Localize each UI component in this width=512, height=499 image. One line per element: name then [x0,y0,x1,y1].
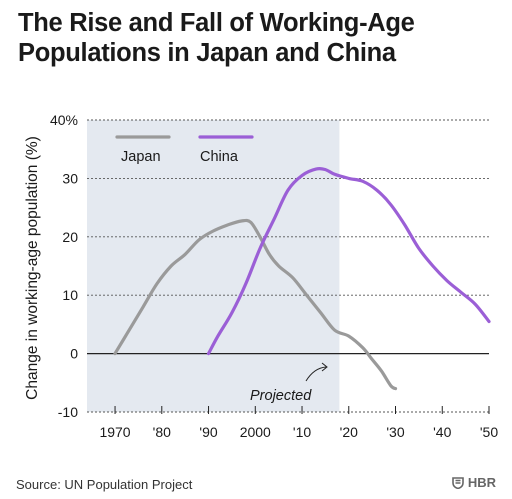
chart-title-line-2: Populations in Japan and China [18,39,396,67]
annotations: Projected [250,362,328,404]
y-axis-ticks: -10 0 10 20 30 40% [50,112,78,420]
y-tick-label: 0 [70,346,78,362]
projected-arrowhead [321,362,328,372]
shield-icon [452,476,464,489]
y-tick-label: -10 [58,404,78,420]
x-tick-label: 1970 [99,424,130,440]
projected-annotation: Projected [250,388,312,404]
legend-label-japan: Japan [121,149,161,165]
y-tick-label: 30 [62,170,78,186]
source-note: Source: UN Population Project [16,477,193,492]
historical-shade [87,120,340,412]
x-tick-label: '50 [480,424,498,440]
series-line-china [206,167,491,356]
brand-name: HBR [467,475,496,490]
chart-title-line-1: The Rise and Fall of Working-Age [18,9,415,37]
x-tick-label: '20 [340,424,358,440]
y-tick-label: 10 [62,287,78,303]
x-axis-ticks: 1970 '80 '90 2000 '10 '20 '30 '40 '50 [99,406,498,440]
x-tick-label: '30 [386,424,404,440]
y-axis-label: Change in working-age population (%) [24,136,41,400]
y-tick-label: 40% [50,112,78,128]
x-tick-label: '10 [293,424,311,440]
projected-arrow [305,366,327,382]
series-lines [113,167,491,391]
x-tick-label: 2000 [240,424,271,440]
x-tick-label: '90 [199,424,217,440]
chart-title: The Rise and Fall of Working-Age Populat… [18,8,498,68]
series-line-japan [113,218,398,391]
plot-background [87,120,340,412]
brand-logo: HBR [452,475,496,490]
legend: Japan China [115,135,254,165]
y-tick-label: 20 [62,229,78,245]
gridlines [87,119,489,413]
x-tick-label: '80 [153,424,171,440]
x-tick-label: '40 [433,424,451,440]
legend-label-china: China [200,149,239,165]
